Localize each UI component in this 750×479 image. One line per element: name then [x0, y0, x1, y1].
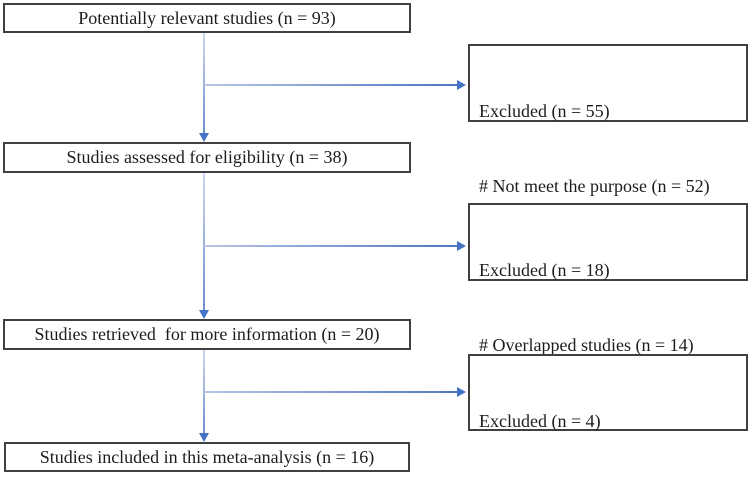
- flow-box-retrieved-for-more-information: Studies retrieved for more information (…: [3, 319, 411, 350]
- arrowhead-down-icon: [199, 433, 209, 442]
- connector-vertical-2: [203, 173, 205, 310]
- flow-box-label: Potentially relevant studies (n = 93): [78, 7, 336, 28]
- connector-vertical-1: [203, 33, 205, 133]
- flow-box-label: Studies included in this meta-analysis (…: [39, 446, 375, 467]
- flow-box-assessed-for-eligibility: Studies assessed for eligibility (n = 38…: [3, 142, 411, 173]
- exclusion-box-2: Excluded (n = 18) # Overlapped studies (…: [468, 203, 748, 430]
- arrowhead-right-icon: [457, 241, 466, 251]
- arrowhead-down-icon: [199, 310, 209, 319]
- arrowhead-down-icon: [199, 133, 209, 142]
- arrowhead-right-icon: [457, 387, 466, 397]
- connector-horizontal-1: [204, 84, 457, 86]
- exclusion-box-3: Excluded (n = 4) # Case-only studies (n=…: [468, 354, 748, 431]
- exclusion-line: # Overlapped studies (n = 14): [479, 335, 694, 355]
- exclusion-line: Excluded (n = 4): [479, 411, 601, 431]
- exclusion-line: Excluded (n = 55): [479, 101, 610, 121]
- flow-box-included-in-meta-analysis: Studies included in this meta-analysis (…: [4, 442, 410, 472]
- connector-horizontal-2: [204, 245, 457, 247]
- exclusion-line: Excluded (n = 18): [479, 260, 610, 280]
- exclusion-box-1: Excluded (n = 55) # Not meet the purpose…: [468, 44, 748, 271]
- flow-box-potentially-relevant-studies: Potentially relevant studies (n = 93): [3, 3, 411, 33]
- arrowhead-right-icon: [457, 80, 466, 90]
- flow-box-label: Studies retrieved for more information (…: [34, 324, 380, 344]
- connector-horizontal-3: [204, 391, 457, 393]
- flow-box-label: Studies assessed for eligibility (n = 38…: [66, 147, 348, 167]
- exclusion-line: # Not meet the purpose (n = 52): [479, 176, 710, 196]
